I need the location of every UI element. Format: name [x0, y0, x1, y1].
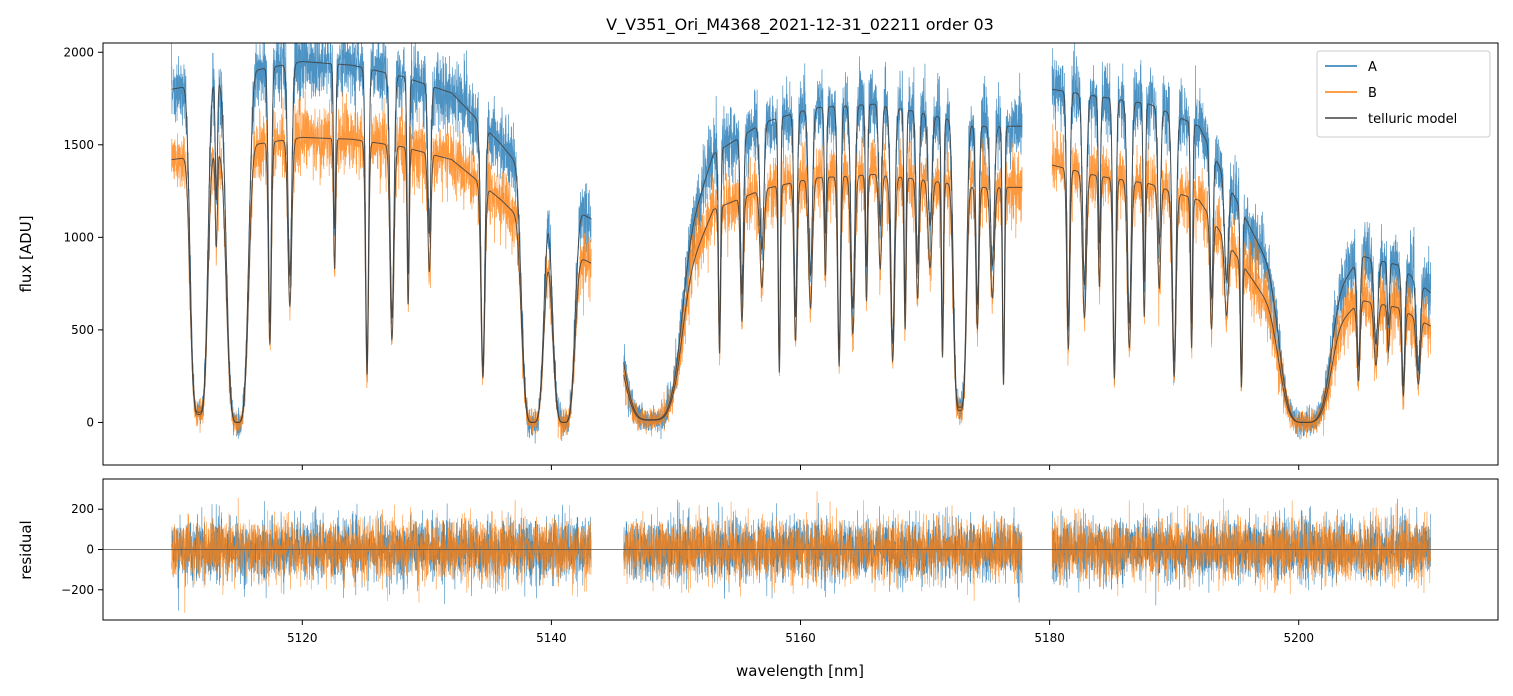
x-axis-label: wavelength [nm]: [736, 662, 864, 680]
telluric-model-b-line: [623, 174, 1023, 421]
bottom-y-axis: −200 0 200: [61, 502, 103, 597]
legend-label-b: B: [1368, 86, 1377, 101]
legend-box: [1316, 50, 1491, 138]
legend-label-telluric: telluric model: [1368, 112, 1457, 127]
x-tick-label: 5120: [287, 631, 318, 645]
top-series-group: [171, 43, 1432, 444]
bottom-y-axis-label: residual: [17, 520, 35, 579]
bottom-y-tick-label: 200: [71, 502, 94, 516]
bottom-y-tick-label: −200: [61, 583, 94, 597]
bottom-series-group: [171, 491, 1431, 613]
top-y-axis: 0 500 1000 1500 2000: [63, 45, 103, 429]
x-tick-label: 5200: [1283, 631, 1314, 645]
x-tick-label: 5180: [1034, 631, 1065, 645]
telluric-model-b-line: [171, 136, 592, 423]
telluric-model-b-line: [1052, 164, 1431, 423]
series-b-residual-line: [1051, 498, 1431, 597]
bottom-y-tick-label: 0: [86, 543, 94, 557]
bottom-x-axis: 5120 5140 5160 5180 5200: [287, 620, 1314, 645]
top-y-tick-label: 500: [71, 323, 94, 337]
x-tick-label: 5160: [785, 631, 816, 645]
bottom-panel: −200 0 200 5120 5140 5160 5180 5200 residual: [17, 478, 1499, 645]
top-y-tick-label: 2000: [63, 45, 94, 59]
top-x-axis: [301, 465, 1300, 470]
chart-title: V_V351_Ori_M4368_2021-12-31_02211 order …: [606, 15, 994, 35]
top-y-axis-label: flux [ADU]: [17, 215, 35, 292]
series-b-residual-line: [623, 491, 1023, 601]
top-y-tick-label: 1000: [63, 230, 94, 244]
top-y-tick-label: 1500: [63, 138, 94, 152]
top-y-tick-label: 0: [86, 415, 94, 429]
legend-label-a: A: [1368, 60, 1377, 75]
top-panel: 0 500 1000 1500 2000 flux [ADU] A B telluric…: [17, 42, 1499, 470]
legend: A B telluric model: [1316, 50, 1491, 138]
x-tick-label: 5140: [536, 631, 567, 645]
series-b-residual-line: [171, 497, 592, 613]
